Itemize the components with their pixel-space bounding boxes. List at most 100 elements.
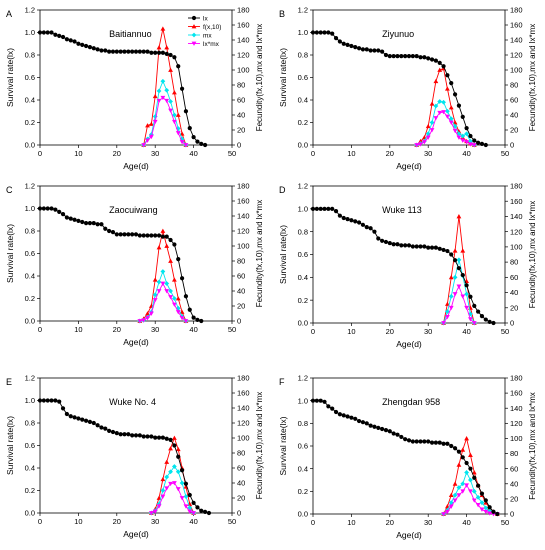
y2-tick-label: 180 [510,6,523,15]
data-point [464,470,469,475]
data-point [45,30,50,35]
data-point [483,142,488,148]
data-point [429,57,435,62]
y2-axis-label: Fecundity(fx,10),mx and lx*mx [528,201,537,309]
data-point [164,45,170,50]
y2-tick-label: 140 [510,404,523,413]
data-point [406,438,412,443]
data-point [426,439,431,444]
y2-tick-label: 20 [237,302,245,311]
y2-tick-label: 100 [510,434,523,443]
data-point [64,215,69,220]
data-point [479,314,485,319]
y2-tick-label: 60 [510,273,518,282]
y-tick-label: 0.2 [25,486,35,495]
x-tick-label: 30 [424,327,432,336]
data-point [179,316,185,321]
data-point [160,269,166,274]
data-point [183,294,189,299]
data-point [349,43,354,49]
panel-letter: A [6,9,12,19]
data-point [137,233,142,238]
data-point [422,55,427,60]
data-point [333,209,339,214]
data-point [456,493,462,498]
data-point [418,138,423,144]
data-point [383,239,389,245]
data-point [164,87,170,93]
data-point [468,317,473,322]
y-tick-label: 1.0 [25,204,35,213]
data-point [126,232,131,237]
data-point [437,110,443,116]
series-lx [37,206,204,324]
data-point [356,220,362,225]
data-point [403,54,408,59]
data-point [464,131,469,137]
data-point [114,232,119,237]
data-point [168,481,173,487]
y-tick-label: 0.6 [25,441,35,450]
data-point [341,41,346,46]
data-point [183,494,189,499]
panel-title: Zhengdan 958 [382,397,440,407]
data-point [107,49,112,54]
data-point [476,309,481,314]
data-point [468,489,473,494]
data-point [175,126,181,131]
x-tick-label: 0 [38,325,42,334]
data-point [445,86,450,91]
data-point [456,462,462,467]
data-point [172,112,177,118]
data-point [456,266,462,271]
y-tick-label: 1.2 [298,182,308,191]
y-tick-label: 0.6 [25,73,35,82]
data-point [341,215,346,221]
data-point [103,48,108,53]
data-point [68,38,73,43]
data-point [175,112,181,117]
data-point [322,30,327,35]
data-point [183,319,189,324]
y2-tick-label: 0 [510,141,514,150]
data-point [172,242,177,247]
data-point [107,228,112,234]
data-point [175,310,181,315]
data-point [425,123,431,129]
data-point [183,109,189,114]
data-point [314,398,319,403]
data-point [168,237,173,243]
y2-tick-label: 20 [510,494,518,503]
data-point [445,248,450,254]
data-point [479,500,485,506]
data-point [380,238,385,243]
data-point [76,416,81,421]
data-point [191,500,196,505]
data-point [199,141,204,146]
y2-tick-label: 140 [510,212,523,221]
data-point [168,52,173,58]
data-point [368,423,373,428]
data-point [130,232,135,237]
y-tick-label: 1.2 [25,374,35,383]
y-tick-label: 0.0 [298,319,308,328]
data-point [380,426,385,432]
x-tick-label: 10 [74,149,82,158]
data-point [429,128,435,133]
data-point [456,135,462,140]
data-point [418,439,423,444]
data-point [172,443,177,448]
y-tick-label: 0.8 [25,227,35,236]
x-axis-label: Age(d) [396,339,422,349]
panel-letter: B [279,9,285,19]
data-point [433,103,439,109]
data-point [199,508,204,513]
panel-title: Wuke No. 4 [109,397,156,407]
y2-tick-label: 140 [237,36,250,45]
data-point [380,49,385,54]
series-line [416,101,475,146]
y2-tick-label: 180 [237,374,250,383]
data-point [487,319,492,324]
y2-tick-label: 180 [510,182,523,191]
